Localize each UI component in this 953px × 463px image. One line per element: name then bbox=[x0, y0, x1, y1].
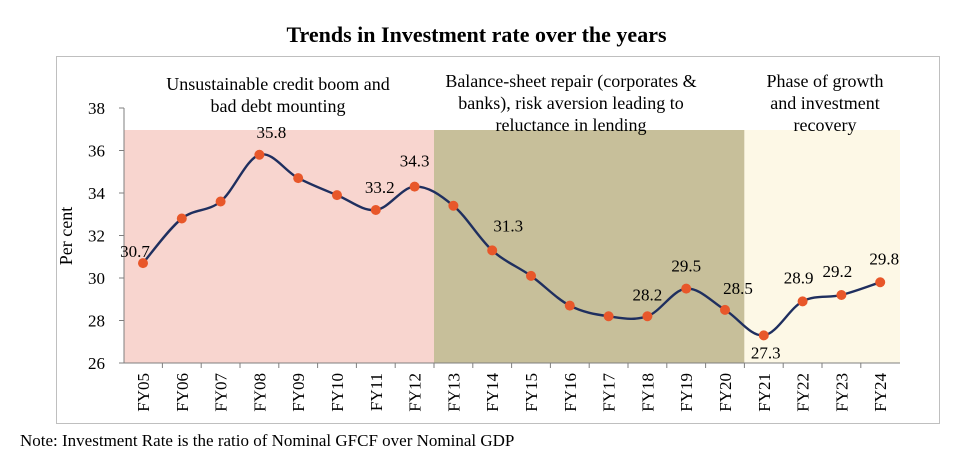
phase-band-boom bbox=[124, 130, 434, 363]
point-FY05 bbox=[138, 258, 148, 269]
data-label-FY22: 28.9 bbox=[784, 268, 814, 287]
data-label-FY08: 35.8 bbox=[257, 123, 287, 142]
x-tick-label-FY17: FY17 bbox=[600, 373, 619, 412]
x-tick-label-FY14: FY14 bbox=[483, 373, 502, 412]
point-FY12 bbox=[409, 181, 420, 192]
point-FY13 bbox=[448, 200, 459, 211]
point-FY18 bbox=[642, 311, 653, 322]
phase-bands bbox=[124, 130, 900, 363]
data-label-FY12: 34.3 bbox=[400, 152, 430, 171]
phase-label-repair-line-3: reluctance in lending bbox=[496, 115, 647, 135]
y-tick-label-38: 38 bbox=[88, 99, 105, 118]
chart-title: Trends in Investment rate over the years bbox=[286, 22, 667, 47]
point-FY17 bbox=[603, 311, 614, 322]
point-FY15 bbox=[526, 270, 536, 281]
x-tick-label-FY06: FY06 bbox=[173, 373, 192, 412]
x-tick-label-FY18: FY18 bbox=[638, 373, 657, 412]
phase-band-recovery bbox=[744, 130, 900, 363]
x-tick-label-FY10: FY10 bbox=[328, 373, 347, 412]
x-tick-label-FY23: FY23 bbox=[832, 373, 851, 412]
phase-label-recovery-line-1: Phase of growth bbox=[767, 71, 884, 91]
data-label-FY23: 29.2 bbox=[823, 262, 853, 281]
x-tick-label-FY12: FY12 bbox=[406, 373, 425, 412]
phase-label-repair-line-2: banks), risk aversion leading to bbox=[458, 93, 683, 114]
data-labels: 30.7 35.8 33.2 34.3 31.3 28.2 29.5 28.5 27.3 28.9… bbox=[120, 123, 899, 363]
x-tick-label-FY09: FY09 bbox=[289, 373, 308, 412]
x-tick-label-FY24: FY24 bbox=[871, 373, 890, 412]
point-FY20 bbox=[720, 304, 730, 315]
point-FY14 bbox=[487, 245, 498, 256]
point-FY10 bbox=[332, 190, 342, 201]
chart-frame bbox=[56, 56, 940, 424]
data-label-FY11: 33.2 bbox=[365, 178, 395, 197]
point-FY21 bbox=[758, 330, 769, 341]
x-tick-label-FY16: FY16 bbox=[561, 373, 580, 412]
data-label-FY24: 29.8 bbox=[869, 249, 899, 268]
footnote: Note: Investment Rate is the ratio of No… bbox=[20, 431, 515, 450]
x-tick-label-FY15: FY15 bbox=[522, 373, 541, 412]
x-tick-label-FY07: FY07 bbox=[212, 373, 231, 412]
point-FY16 bbox=[564, 300, 575, 311]
y-axis-label: Per cent bbox=[56, 207, 76, 265]
y-tick-label-34: 34 bbox=[88, 184, 106, 203]
y-tick-label-36: 36 bbox=[88, 142, 105, 161]
data-label-FY14: 31.3 bbox=[493, 216, 523, 235]
axes: 26 28 30 32 34 36 38 Per cent FY05 FY06 FY07 FY08 FY… bbox=[56, 99, 900, 412]
x-tick-label-FY13: FY13 bbox=[444, 373, 463, 412]
x-tick-label-FY08: FY08 bbox=[250, 373, 269, 412]
point-FY22 bbox=[797, 296, 808, 307]
point-FY06 bbox=[176, 213, 187, 224]
point-FY07 bbox=[215, 196, 226, 207]
y-tick-label-30: 30 bbox=[88, 269, 105, 288]
phase-label-recovery-line-2: and investment bbox=[770, 93, 879, 113]
y-tick-label-28: 28 bbox=[88, 312, 105, 331]
point-FY24 bbox=[875, 277, 886, 288]
x-tick-label-FY22: FY22 bbox=[794, 373, 813, 412]
x-tick-label-FY05: FY05 bbox=[134, 373, 153, 412]
data-label-FY18: 28.2 bbox=[633, 285, 663, 304]
data-label-FY21: 27.3 bbox=[751, 343, 781, 362]
x-tick-label-FY11: FY11 bbox=[367, 373, 386, 411]
point-FY19 bbox=[681, 283, 692, 294]
phase-label-recovery-line-3: recovery bbox=[794, 115, 857, 135]
phase-label-boom-line-2: bad debt mounting bbox=[211, 96, 346, 116]
y-tick-label-26: 26 bbox=[88, 354, 105, 373]
investment-rate-chart: 26 28 30 32 34 36 38 Per cent FY05 FY06 FY07 FY08 FY… bbox=[56, 71, 900, 412]
x-tick-label-FY21: FY21 bbox=[755, 373, 774, 412]
x-tick-label-FY19: FY19 bbox=[677, 373, 696, 412]
x-tick-label-FY20: FY20 bbox=[716, 373, 735, 412]
data-label-FY19: 29.5 bbox=[671, 257, 701, 276]
point-FY09 bbox=[293, 173, 304, 184]
point-FY11 bbox=[370, 205, 381, 215]
phase-band-repair bbox=[434, 130, 745, 363]
phase-label-boom-line-1: Unsustainable credit boom and bbox=[166, 74, 389, 94]
point-FY08 bbox=[254, 149, 265, 160]
series-markers bbox=[138, 149, 886, 341]
phase-label-repair-line-1: Balance-sheet repair (corporates & bbox=[445, 71, 696, 92]
point-FY23 bbox=[836, 290, 847, 300]
data-label-FY20: 28.5 bbox=[723, 279, 753, 298]
y-tick-label-32: 32 bbox=[88, 227, 105, 246]
data-label-FY05: 30.7 bbox=[120, 242, 150, 261]
